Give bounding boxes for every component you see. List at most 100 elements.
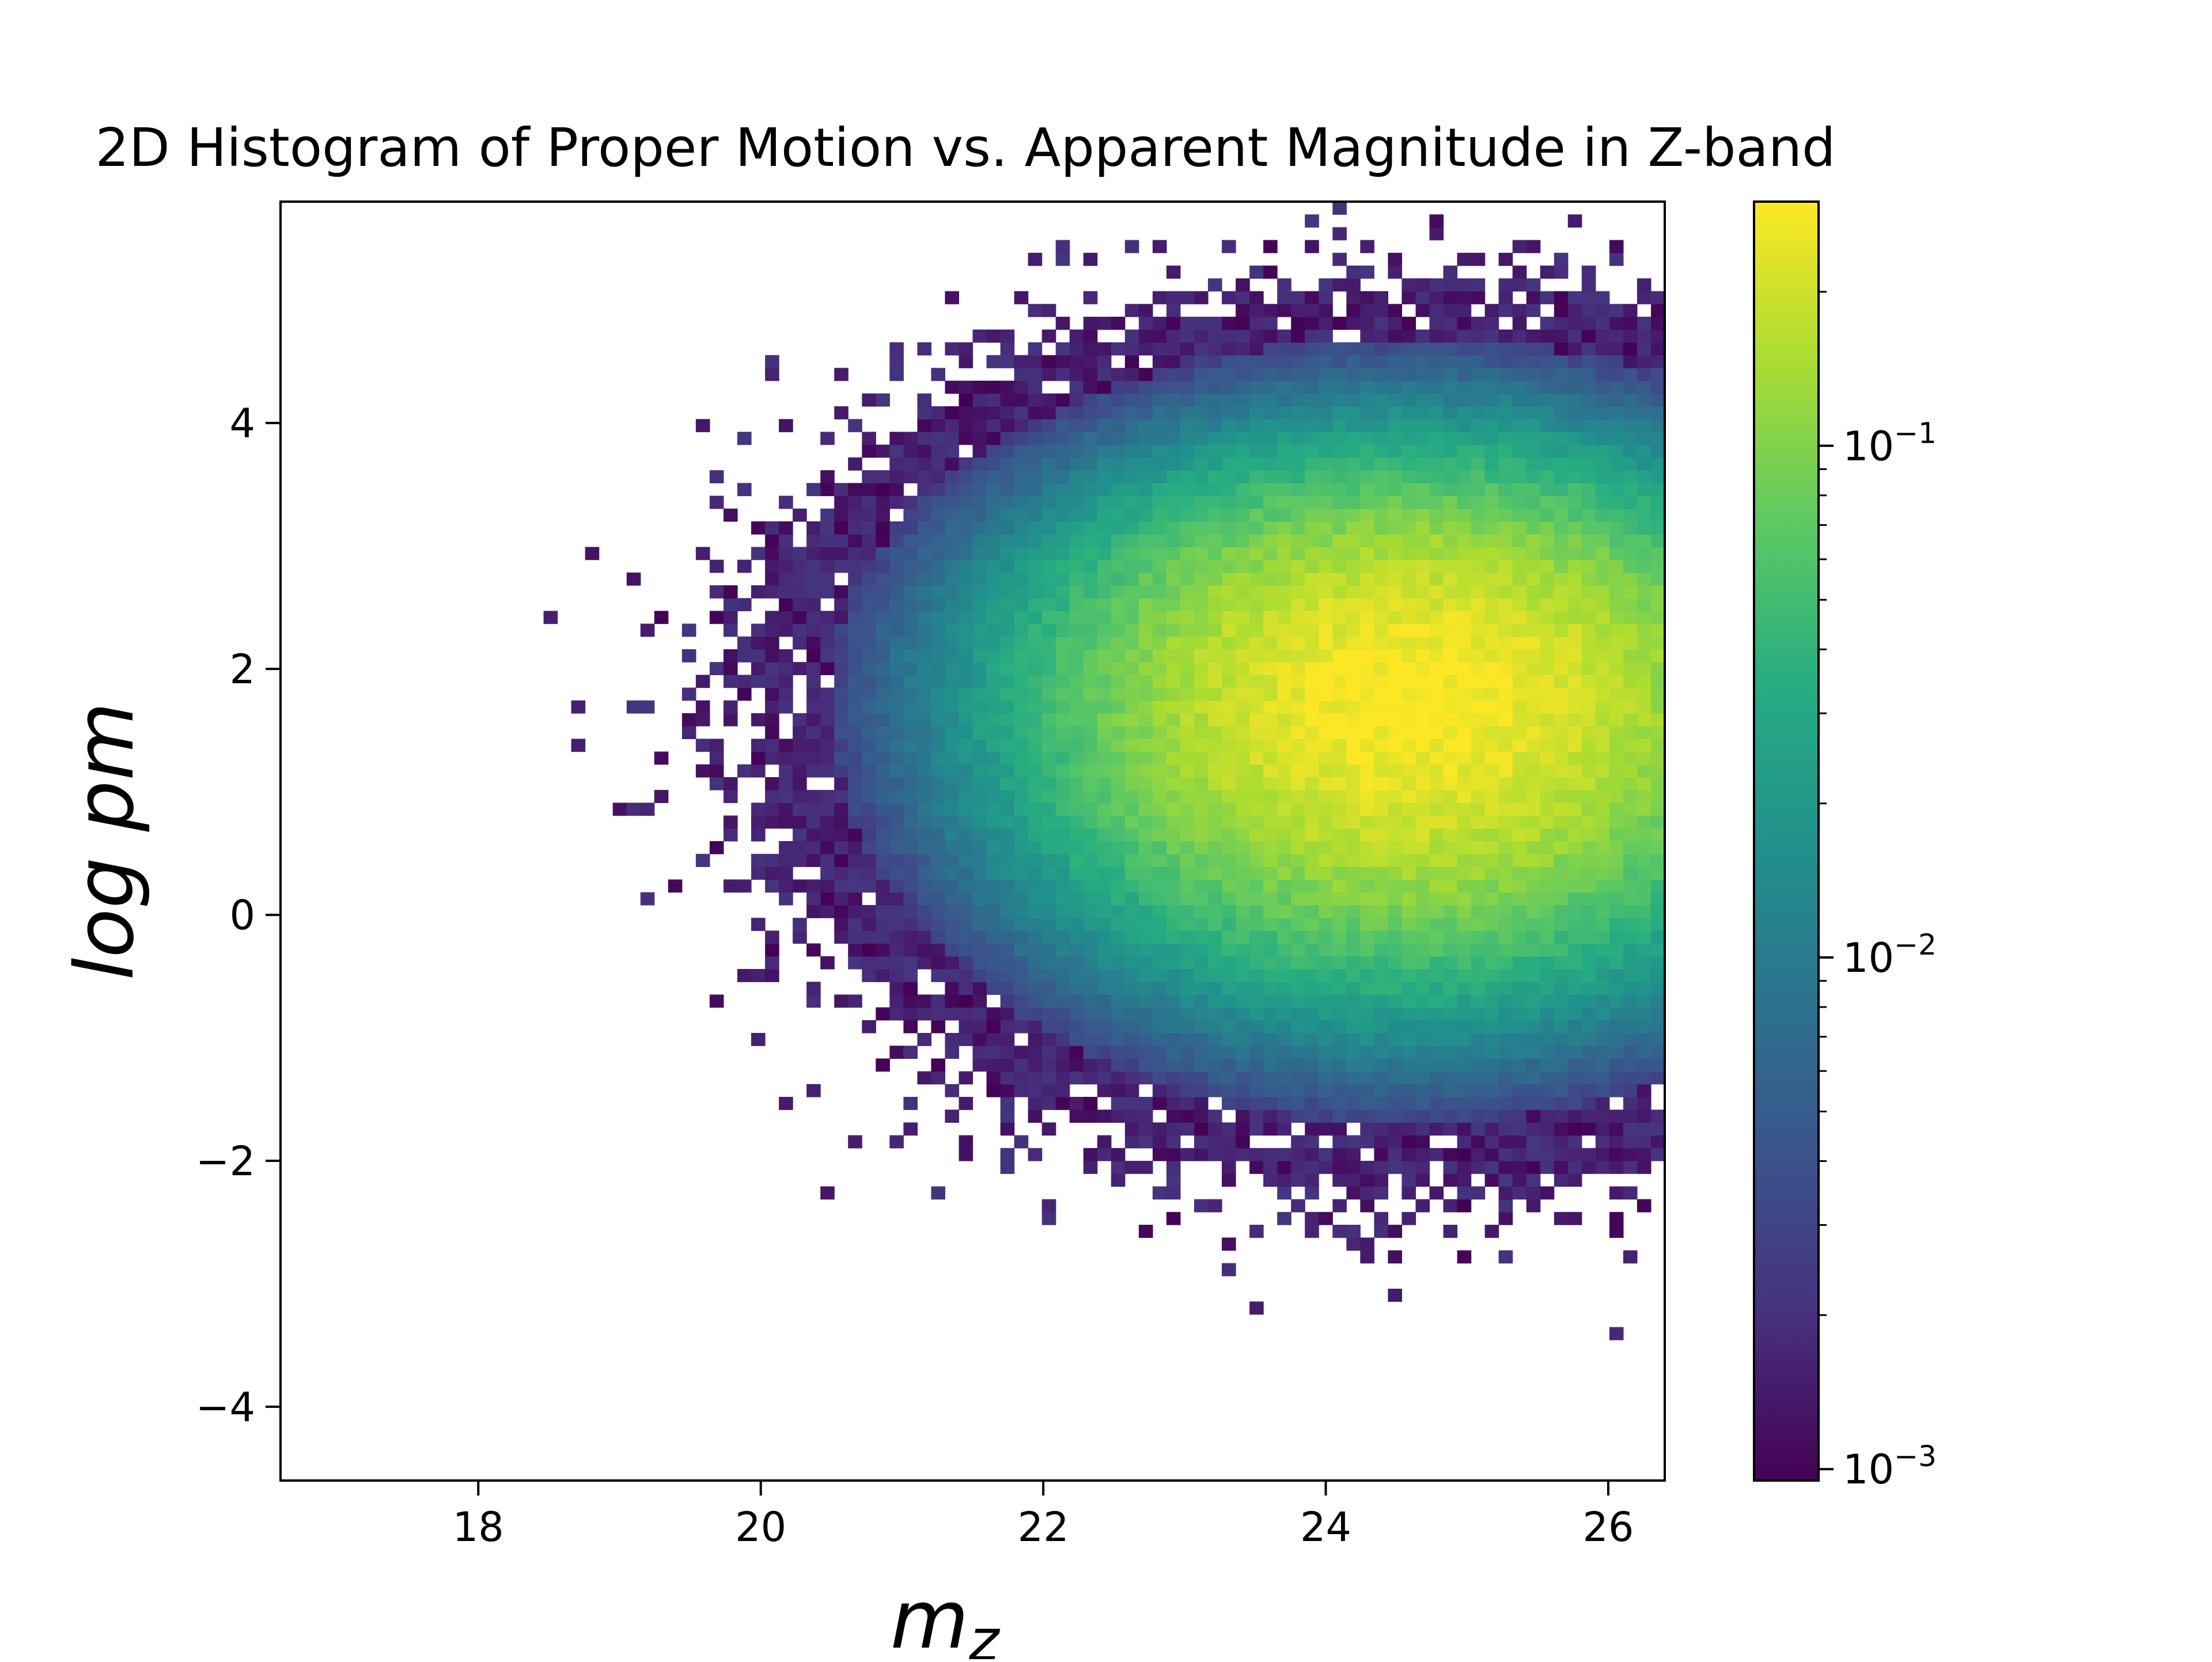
heatmap-cell	[1305, 1161, 1319, 1174]
heatmap-cell	[1374, 1046, 1388, 1059]
heatmap-cell	[1443, 1058, 1458, 1072]
heatmap-cell	[1623, 777, 1638, 790]
heatmap-cell	[1567, 956, 1582, 970]
heatmap-cell	[1581, 790, 1596, 803]
heatmap-cell	[986, 495, 1001, 509]
heatmap-cell	[1346, 380, 1361, 394]
heatmap-cell	[1222, 649, 1236, 662]
heatmap-cell	[1498, 866, 1513, 880]
heatmap-cell	[1554, 790, 1569, 803]
heatmap-cell	[1083, 815, 1098, 829]
heatmap-cell	[1180, 1071, 1195, 1085]
heatmap-cell	[945, 790, 959, 803]
heatmap-cell	[917, 726, 931, 739]
heatmap-cell	[1055, 892, 1070, 906]
heatmap-cell	[972, 406, 987, 419]
heatmap-cell	[1540, 815, 1555, 829]
heatmap-cell	[1388, 316, 1402, 330]
heatmap-cell	[931, 905, 945, 918]
heatmap-cell	[1595, 790, 1610, 803]
heatmap-cell	[1277, 1148, 1291, 1161]
heatmap-cell	[1277, 764, 1291, 778]
heatmap-cell	[724, 662, 738, 675]
heatmap-cell	[876, 790, 890, 803]
heatmap-cell	[1055, 662, 1070, 675]
heatmap-cell	[1415, 790, 1430, 803]
heatmap-cell	[1152, 559, 1167, 573]
heatmap-cell	[1623, 1250, 1638, 1264]
heatmap-cell	[1124, 1122, 1139, 1136]
heatmap-cell	[1651, 380, 1665, 394]
heatmap-cell	[806, 585, 821, 599]
heatmap-cell	[1083, 739, 1098, 752]
heatmap-cell	[1236, 623, 1250, 637]
heatmap-cell	[1097, 739, 1112, 752]
heatmap-cell	[1319, 431, 1333, 445]
heatmap-cell	[1111, 534, 1126, 547]
heatmap-cell	[1041, 623, 1056, 637]
heatmap-cell	[1512, 457, 1527, 471]
heatmap-cell	[1277, 777, 1291, 790]
heatmap-cell	[1263, 636, 1278, 650]
heatmap-cell	[1041, 969, 1056, 982]
heatmap-cell	[972, 330, 987, 343]
heatmap-cell	[1083, 1058, 1098, 1072]
heatmap-cell	[862, 470, 876, 483]
heatmap-cell	[1305, 841, 1319, 854]
heatmap-cell	[751, 802, 766, 816]
heatmap-cell	[1540, 330, 1555, 343]
heatmap-cell	[1249, 994, 1264, 1008]
heatmap-cell	[1277, 457, 1291, 471]
heatmap-cell	[1443, 636, 1458, 650]
heatmap-cell	[1346, 828, 1361, 842]
heatmap-cell	[1152, 431, 1167, 445]
heatmap-cell	[862, 444, 876, 458]
heatmap-cell	[585, 547, 600, 561]
heatmap-cell	[1374, 330, 1388, 343]
heatmap-cell	[917, 508, 931, 522]
heatmap-cell	[1526, 713, 1541, 726]
heatmap-cell	[1277, 342, 1291, 355]
heatmap-cell	[1540, 368, 1555, 381]
heatmap-cell	[1374, 943, 1388, 957]
heatmap-cell	[1554, 982, 1569, 995]
heatmap-cell	[1402, 572, 1416, 586]
heatmap-cell	[1249, 841, 1264, 854]
heatmap-cell	[834, 918, 849, 931]
heatmap-cell	[779, 662, 793, 675]
heatmap-cell	[1484, 1071, 1499, 1085]
heatmap-cell	[889, 687, 904, 701]
heatmap-cell	[1138, 994, 1153, 1008]
heatmap-cell	[862, 611, 876, 624]
heatmap-cell	[1360, 802, 1374, 816]
heatmap-cell	[1152, 1007, 1167, 1021]
heatmap-cell	[1402, 930, 1416, 944]
heatmap-cell	[1083, 956, 1098, 970]
heatmap-cell	[1623, 483, 1638, 497]
heatmap-cell	[1028, 342, 1043, 355]
heatmap-cell	[1429, 777, 1444, 790]
heatmap-cell	[1319, 790, 1333, 803]
heatmap-cell	[959, 841, 974, 854]
heatmap-cell	[1180, 879, 1195, 893]
heatmap-cell	[1471, 330, 1486, 343]
heatmap-cell	[1512, 662, 1527, 675]
heatmap-cell	[1041, 393, 1056, 407]
heatmap-cell	[1152, 291, 1167, 305]
colorbar-ticks: 10−110−210−3	[1819, 290, 1937, 1493]
heatmap-cell	[1554, 956, 1569, 970]
heatmap-cell	[917, 892, 931, 906]
heatmap-cell	[1567, 866, 1582, 880]
heatmap-cell	[1319, 1058, 1333, 1072]
heatmap-cell	[1277, 790, 1291, 803]
heatmap-cell	[848, 726, 862, 739]
heatmap-cell	[1554, 368, 1569, 381]
heatmap-cell	[1581, 266, 1596, 279]
heatmap-cell	[1097, 380, 1112, 394]
heatmap-cell	[1111, 866, 1126, 880]
heatmap-cell	[1111, 585, 1126, 599]
heatmap-cell	[931, 457, 945, 471]
heatmap-cell	[889, 982, 904, 995]
heatmap-cell	[1111, 1161, 1126, 1174]
heatmap-cell	[986, 879, 1001, 893]
